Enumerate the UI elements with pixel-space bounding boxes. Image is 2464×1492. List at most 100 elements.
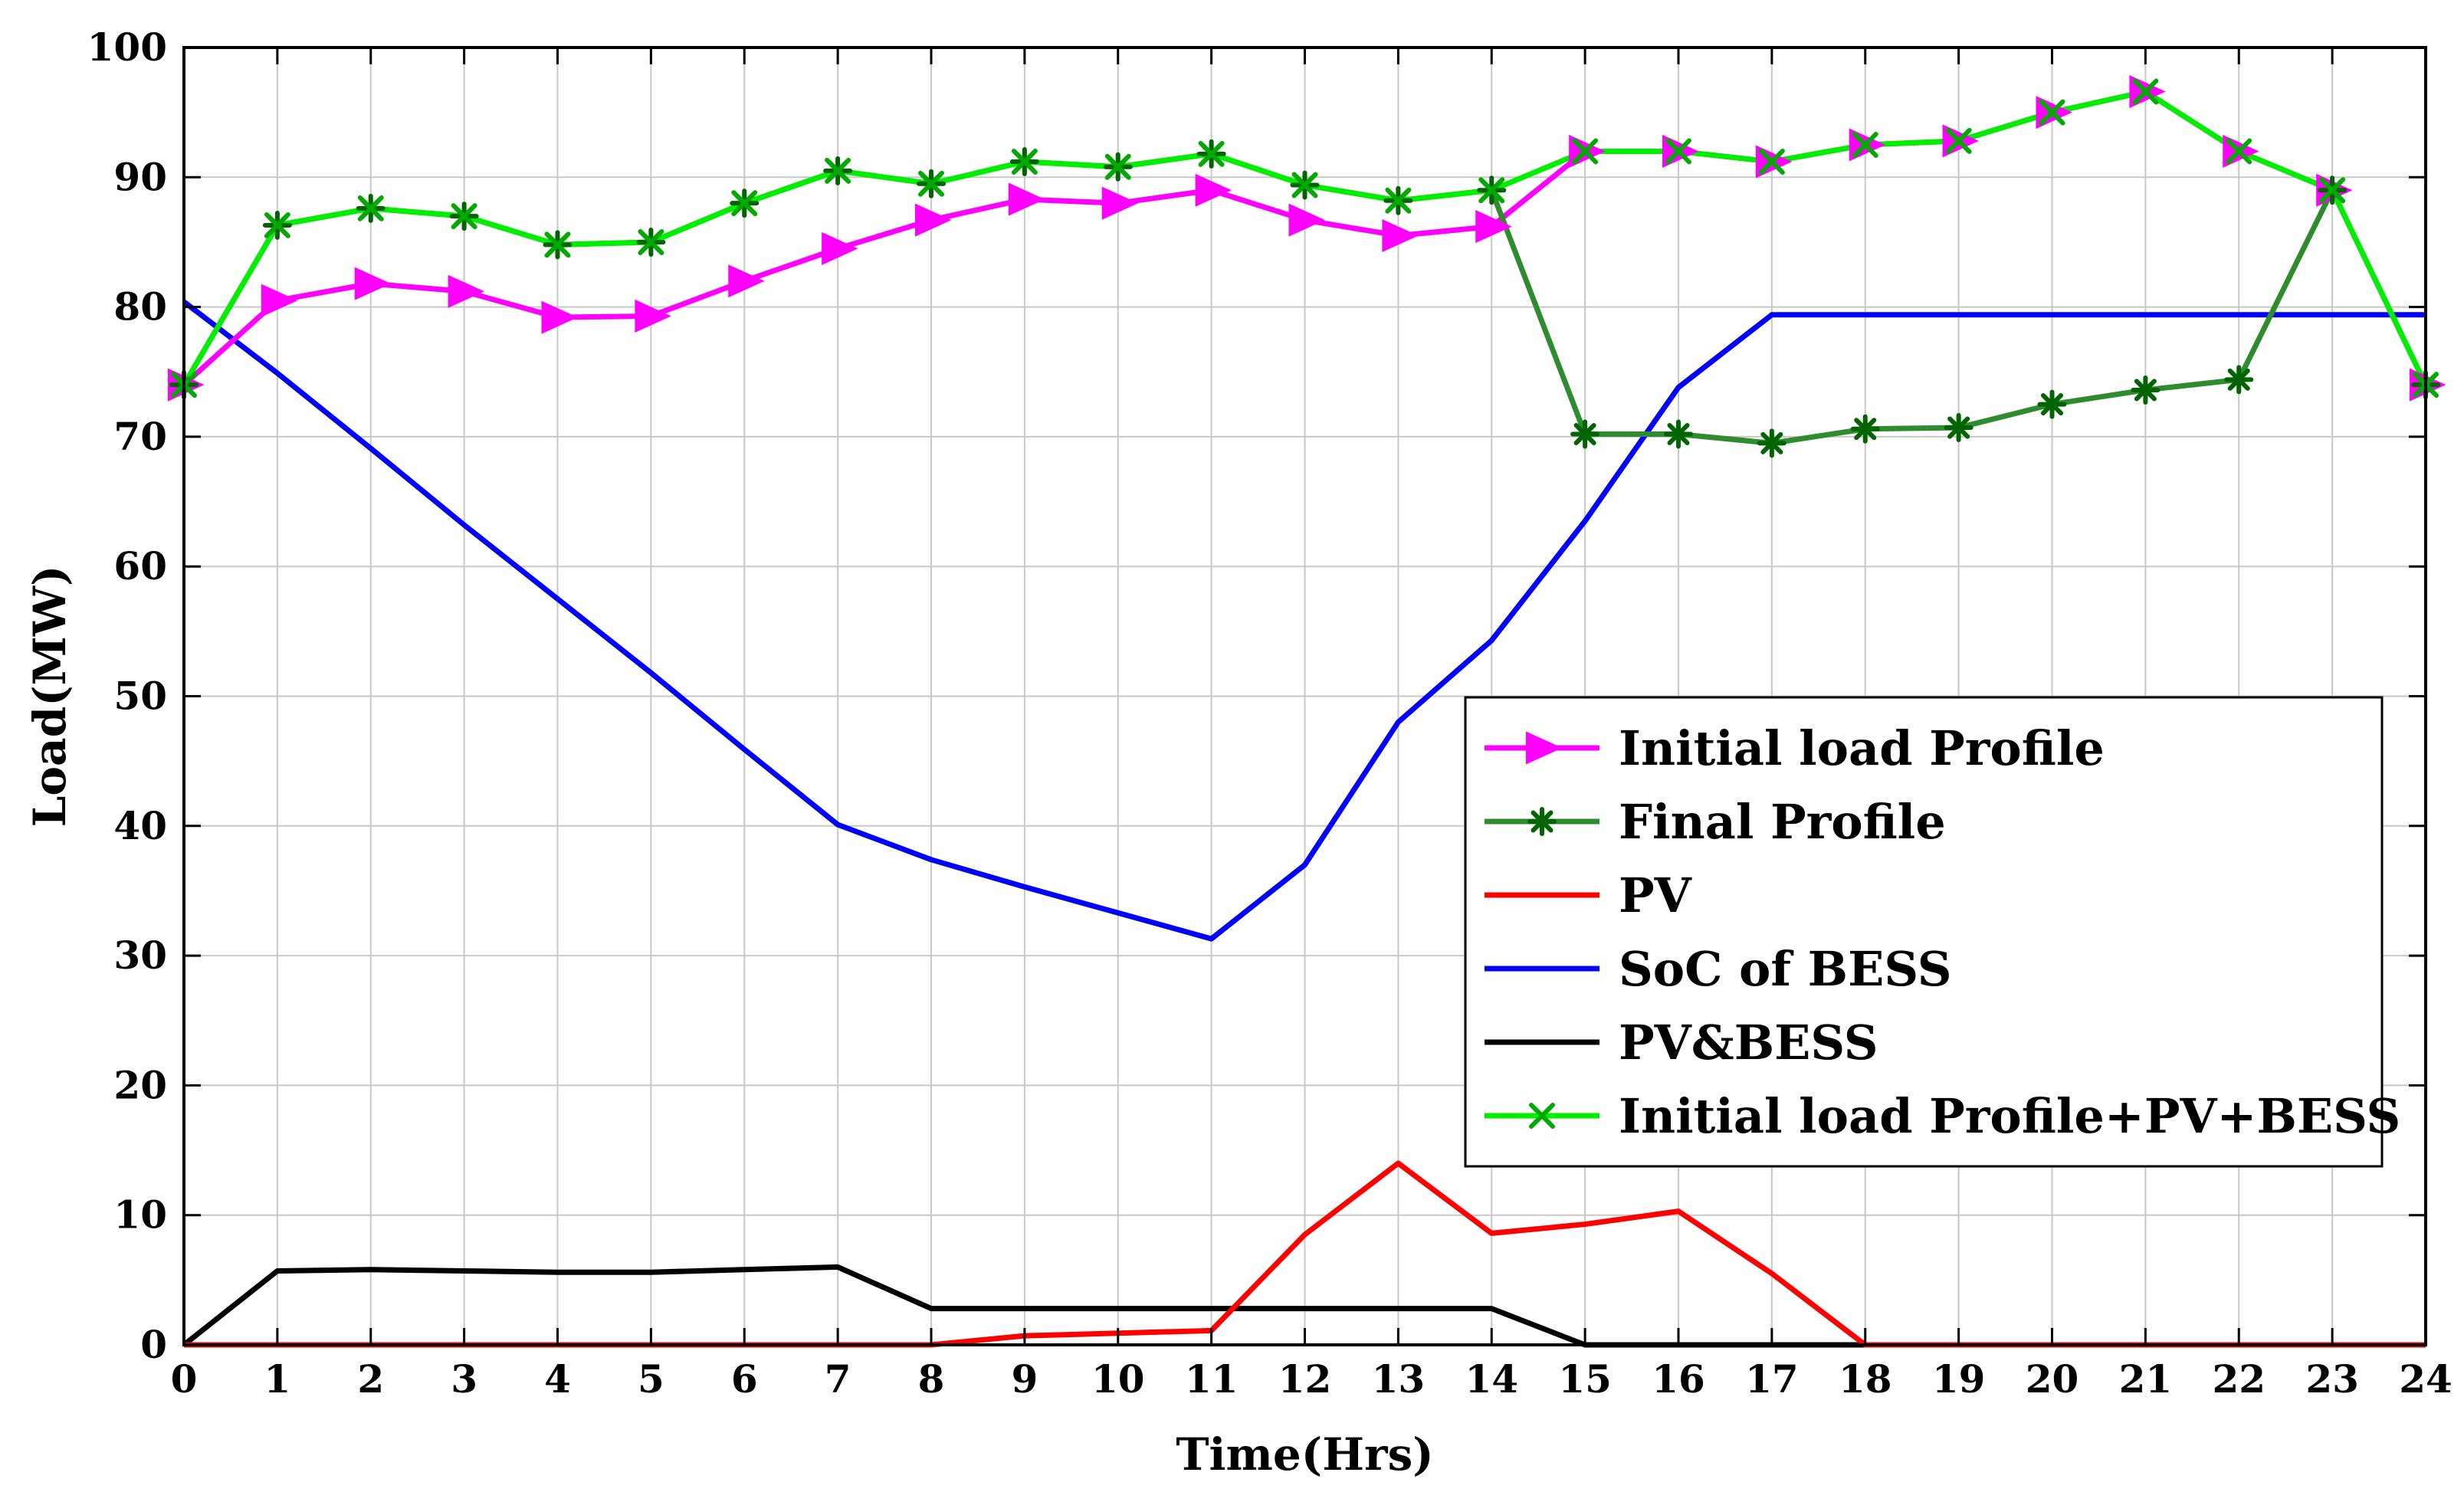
series-0-point-4 [541,300,578,334]
legend-box [1464,696,2384,1168]
series-1-point-19 [1944,413,1973,443]
series-0-point-3 [448,274,485,308]
series-5-point-13 [1385,187,1412,214]
x-tick-label-5: 5 [638,1356,664,1402]
series-5-point-10 [1104,153,1131,180]
legend-entry-1: Final Profile [1485,794,1946,850]
x-tick-label-20: 20 [2026,1356,2079,1402]
x-tick-label-10: 10 [1091,1356,1145,1402]
series-5-point-12 [1291,172,1318,198]
series-5-point-15 [1572,138,1599,165]
series-5-point-11 [1198,140,1225,167]
series-1-point-17 [1757,428,1786,458]
y-tick-label-6: 60 [113,543,167,589]
series-0-point-13 [1382,218,1419,253]
legend: Initial load Profile Final Profile PV SoC o… [1464,696,2400,1168]
x-tick-label-17: 17 [1745,1356,1799,1402]
y-tick-label-0: 0 [140,1322,167,1367]
legend-label-2: PV [1619,867,1692,923]
series-0-point-5 [635,299,671,333]
y-tick-label-4: 40 [113,803,167,848]
legend-label-1: Final Profile [1619,794,1946,850]
ticks [182,46,2427,1346]
legend-entry-5: Initial load Profile+PV+BESS [1485,1088,2400,1144]
series-0-point-7 [822,231,858,265]
series-0-point-14 [1475,210,1512,244]
series-5-point-5 [638,228,664,255]
x-tick-label-23: 23 [2305,1356,2359,1402]
legend-entry-2: PV [1485,867,1692,923]
legend-entry-4: PV&BESS [1485,1015,1878,1071]
series-5-point-1 [264,212,290,238]
series-0-point-12 [1288,203,1325,237]
legend-label-3: SoC of BESS [1619,941,1952,997]
y-tick-label-3: 30 [113,933,167,978]
tick-labels: 0 1 2 3 4 5 6 7 8 9 10 11 12 13 14 15 16 17 18 19 20 21 22 23 24… [87,25,2453,1402]
x-tick-label-24: 24 [2399,1356,2453,1402]
x-tick-label-12: 12 [1278,1356,1332,1402]
y-tick-label-5: 50 [113,674,167,719]
series-1-point-15 [1570,419,1600,449]
series-1-point-18 [1850,414,1880,444]
x-tick-label-2: 2 [357,1356,384,1402]
series-5-point-3 [451,203,477,230]
series-1-point-20 [2037,389,2067,419]
x-tick-label-13: 13 [1372,1356,1426,1402]
series-5-point-17 [1758,148,1785,175]
series-3 [182,300,2426,942]
y-tick-label-9: 90 [113,154,167,199]
y-tick-label-10: 100 [87,25,167,70]
x-tick-label-3: 3 [451,1356,477,1402]
series-1-point-21 [2131,375,2161,405]
legend-label-5: Initial load Profile+PV+BESS [1619,1088,2400,1144]
series-1-point-22 [2224,365,2254,395]
y-tick-label-2: 20 [113,1062,167,1107]
series-5-point-4 [544,231,571,258]
series-0-point-9 [1008,182,1045,216]
x-tick-label-16: 16 [1652,1356,1705,1402]
series-line-3 [182,300,2426,942]
x-tick-label-9: 9 [1011,1356,1038,1402]
series-5-point-19 [1945,127,1972,154]
x-tick-label-21: 21 [2119,1356,2173,1402]
x-tick-label-1: 1 [264,1356,290,1402]
series-0-point-11 [1195,173,1232,207]
series-markers [168,75,2446,458]
x-tick-label-14: 14 [1465,1356,1518,1402]
x-tick-label-19: 19 [1932,1356,1986,1402]
series-5-point-8 [918,170,944,197]
x-tick-label-6: 6 [731,1356,758,1402]
x-tick-label-11: 11 [1185,1356,1239,1402]
series-0-point-2 [354,267,392,300]
series-5-point-14 [1478,177,1505,204]
series-0-point-1 [261,284,298,317]
x-tick-label-15: 15 [1558,1356,1612,1402]
y-axis-label: Load(MW) [24,566,76,828]
legend-label-0: Initial load Profile [1619,720,2105,776]
series-5-point-23 [2319,177,2346,204]
series-0-point-6 [728,264,765,298]
x-axis-label: Time(Hrs) [1176,1428,1433,1481]
series-5-point-22 [2226,138,2252,165]
series-0-point-8 [915,203,952,237]
series-0-point-10 [1101,186,1139,220]
series-5-point-18 [1852,131,1878,158]
series-markers-5 [171,78,2439,398]
series-1-point-16 [1664,419,1693,449]
x-tick-label-7: 7 [825,1356,851,1402]
x-tick-label-18: 18 [1839,1356,1892,1402]
x-tick-label-0: 0 [171,1356,198,1402]
series-5-point-21 [2132,78,2159,105]
legend-marker-1 [1527,807,1557,836]
x-tick-label-8: 8 [918,1356,945,1402]
series-5-point-16 [1665,138,1691,165]
legend-label-4: PV&BESS [1619,1015,1878,1071]
series-5-point-6 [731,190,758,217]
legend-marker-0 [1526,731,1563,765]
legend-marker-5 [1529,1103,1555,1129]
series-5-point-9 [1011,148,1038,175]
legend-entry-0: Initial load Profile [1485,720,2105,776]
series-5-point-2 [357,195,384,221]
x-tick-label-4: 4 [544,1356,571,1402]
